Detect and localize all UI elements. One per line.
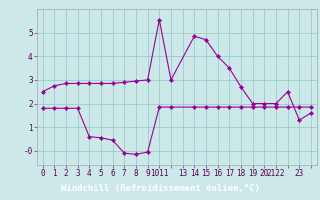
Text: Windchill (Refroidissement éolien,°C): Windchill (Refroidissement éolien,°C) (60, 184, 260, 193)
